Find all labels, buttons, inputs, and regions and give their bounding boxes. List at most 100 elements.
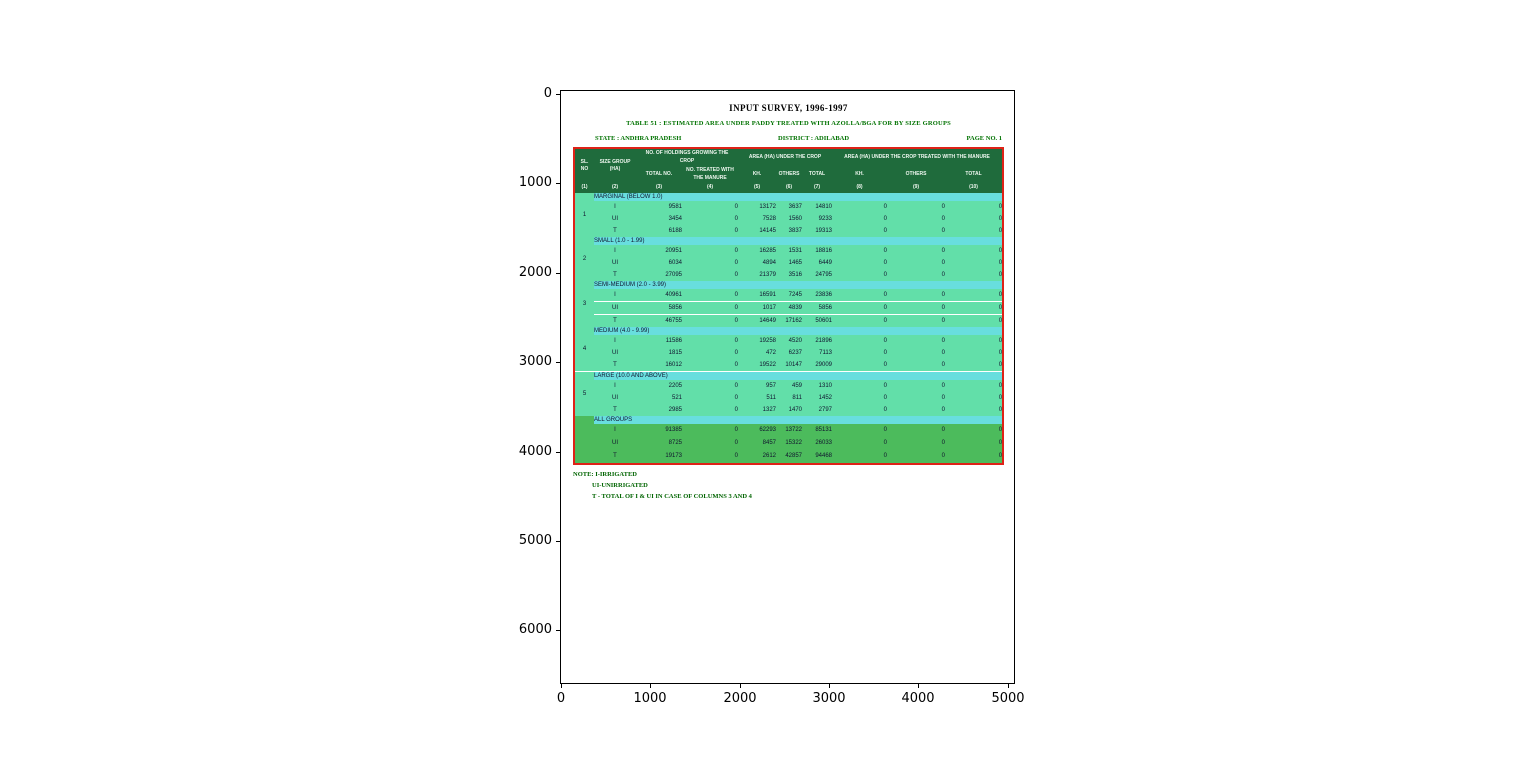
value-cell: 0 (945, 423, 1003, 437)
value-cell: 16012 (636, 358, 682, 371)
data-row: I 11586 0 19258 4520 21896 0 0 0 (575, 334, 1003, 347)
irrigation-type-label: UI (594, 256, 636, 269)
value-cell: 1452 (802, 391, 833, 404)
value-cell: 0 (832, 212, 888, 225)
header-treated-group: AREA (HA) UNDER THE CROP TREATED WITH TH… (832, 149, 1003, 166)
value-cell: 0 (887, 256, 946, 269)
value-cell: 0 (887, 288, 946, 302)
value-cell: 19173 (636, 449, 682, 463)
value-cell: 0 (887, 436, 946, 450)
value-cell: 0 (682, 391, 738, 404)
value-cell: 811 (776, 391, 802, 404)
header-colnum-cell: (5) (738, 183, 776, 193)
value-cell: 8725 (636, 436, 682, 450)
y-tick-mark (556, 630, 560, 631)
value-cell: 6188 (636, 224, 682, 237)
value-cell: 0 (682, 449, 738, 463)
y-tick-mark (556, 541, 560, 542)
value-cell: 4894 (738, 256, 776, 269)
group-serial-number: 1 (575, 192, 594, 237)
value-cell: 0 (945, 212, 1003, 225)
value-cell: 0 (832, 391, 888, 404)
value-cell: 0 (887, 391, 946, 404)
value-cell: 16285 (738, 244, 776, 257)
value-cell: 0 (682, 334, 738, 347)
value-cell: 521 (636, 391, 682, 404)
group-label: SMALL (1.0 - 1.99) (594, 236, 1003, 245)
value-cell: 3516 (776, 268, 802, 281)
y-tick-mark (556, 273, 560, 274)
value-cell: 7528 (738, 212, 776, 225)
value-cell: 0 (945, 256, 1003, 269)
value-cell: 0 (945, 244, 1003, 257)
value-cell: 0 (945, 379, 1003, 392)
value-cell: 18816 (802, 244, 833, 257)
value-cell: 10147 (776, 358, 802, 371)
group-serial-number: 5 (575, 370, 594, 416)
value-cell: 4839 (776, 301, 802, 315)
x-tick-label: 1000 (633, 691, 667, 706)
value-cell: 3637 (776, 200, 802, 213)
y-tick-mark (556, 452, 560, 453)
data-row: T 16012 0 19522 10147 29009 0 0 0 (575, 358, 1003, 371)
x-tick-label: 3000 (812, 691, 846, 706)
x-tick-label: 5000 (991, 691, 1025, 706)
header-colnum-cell: (2) (594, 183, 636, 193)
data-row: T 2985 0 1327 1470 2797 0 0 0 (575, 403, 1003, 416)
value-cell: 0 (832, 358, 888, 371)
value-cell: 85131 (802, 423, 833, 437)
state-label: STATE : ANDHRA PRADESH (595, 135, 682, 142)
document-meta-line: STATE : ANDHRA PRADESH DISTRICT : ADILAB… (573, 135, 1004, 145)
value-cell: 0 (832, 314, 888, 327)
value-cell: 26033 (802, 436, 833, 450)
value-cell: 0 (832, 379, 888, 392)
value-cell: 19522 (738, 358, 776, 371)
value-cell: 1310 (802, 379, 833, 392)
value-cell: 0 (832, 288, 888, 302)
value-cell: 0 (945, 436, 1003, 450)
value-cell: 0 (682, 436, 738, 450)
value-cell: 24795 (802, 268, 833, 281)
value-cell: 19258 (738, 334, 776, 347)
irrigation-type-label: UI (594, 212, 636, 225)
value-cell: 0 (945, 346, 1003, 359)
group-band-row: 4 MEDIUM (4.0 - 9.99) (575, 326, 1003, 371)
group-band-row: 5 LARGE (10.0 AND ABOVE) (575, 370, 1003, 416)
y-tick-label: 0 (543, 86, 552, 102)
value-cell: 1327 (738, 403, 776, 416)
value-cell: 0 (887, 244, 946, 257)
survey-table-border: SL. NO SIZE GROUP (HA) NO. OF HOLDINGS GRO… (573, 147, 1005, 465)
value-cell: 27095 (636, 268, 682, 281)
irrigation-type-label: I (594, 379, 636, 392)
value-cell: 0 (887, 268, 946, 281)
x-tick-mark (1008, 684, 1009, 688)
value-cell: 0 (682, 301, 738, 315)
y-tick-label: 4000 (518, 444, 552, 460)
x-tick-mark (561, 684, 562, 688)
data-row: I 91385 0 62293 13722 85131 0 0 0 (575, 423, 1003, 437)
value-cell: 0 (832, 436, 888, 450)
value-cell: 0 (887, 314, 946, 327)
group-band-row: 1 MARGINAL (BELOW 1.0) (575, 192, 1003, 237)
value-cell: 20951 (636, 244, 682, 257)
irrigation-type-label: T (594, 268, 636, 281)
data-row: UI 6034 0 4894 1465 6449 0 0 0 (575, 256, 1003, 269)
value-cell: 6034 (636, 256, 682, 269)
value-cell: 0 (832, 449, 888, 463)
value-cell: 21379 (738, 268, 776, 281)
value-cell: 23836 (802, 288, 833, 302)
value-cell: 21896 (802, 334, 833, 347)
value-cell: 15322 (776, 436, 802, 450)
group-label: LARGE (10.0 AND ABOVE) (594, 370, 1003, 380)
y-tick-mark (556, 94, 560, 95)
value-cell: 14810 (802, 200, 833, 213)
irrigation-type-label: I (594, 288, 636, 302)
value-cell: 0 (682, 403, 738, 416)
irrigation-type-label: T (594, 224, 636, 237)
header-colnum-cell: (7) (802, 183, 833, 193)
value-cell: 0 (832, 301, 888, 315)
value-cell: 7113 (802, 346, 833, 359)
irrigation-type-label: T (594, 358, 636, 371)
value-cell: 1470 (776, 403, 802, 416)
